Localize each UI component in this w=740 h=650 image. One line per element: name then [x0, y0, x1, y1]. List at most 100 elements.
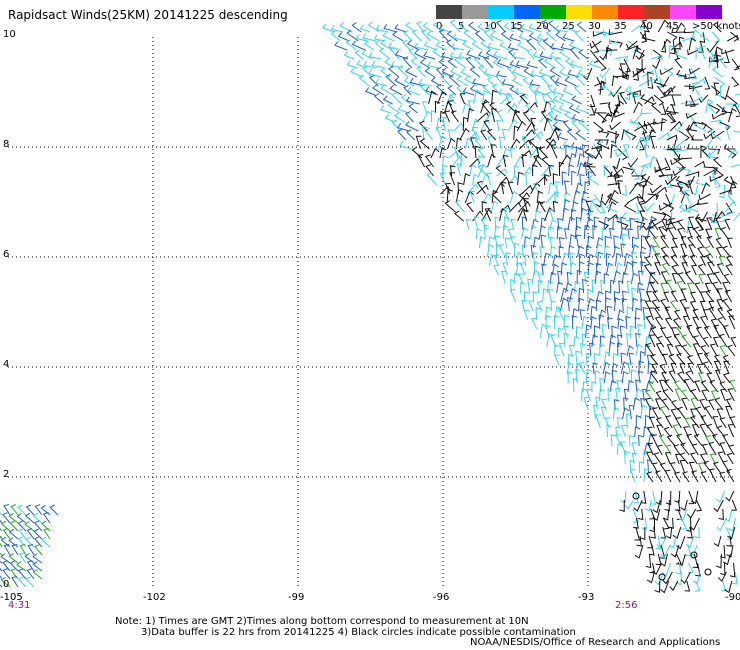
wind-barb: [438, 29, 449, 42]
wind-barb: [703, 352, 713, 366]
wind-barb: [710, 318, 718, 330]
wind-barb: [731, 76, 740, 88]
wind-barb: [403, 77, 415, 87]
wind-barb: [525, 101, 538, 114]
wind-barb: [649, 271, 659, 285]
wind-barb: [658, 434, 667, 447]
wind-barb: [540, 217, 547, 231]
wind-barb: [644, 96, 655, 105]
wind-barb: [448, 150, 460, 159]
wind-barb: [17, 504, 27, 516]
wind-barb: [680, 207, 691, 214]
wind-barb: [563, 332, 569, 348]
wind-barb: [572, 378, 579, 393]
wind-barb: [438, 58, 449, 69]
wind-barb: [481, 101, 490, 114]
wind-barb: [658, 226, 666, 240]
wind-barb: [654, 306, 664, 321]
wind-barb: [661, 262, 670, 276]
wind-barb: [536, 39, 546, 51]
wind-barb: [464, 137, 473, 150]
wind-barb: [630, 112, 643, 125]
wind-barb: [649, 184, 662, 194]
wind-barb: [655, 342, 664, 357]
wind-barb: [707, 103, 721, 114]
wind-barb: [709, 453, 716, 465]
wind-barb: [671, 273, 678, 285]
wind-barb: [650, 135, 656, 150]
wind-barb: [454, 199, 465, 213]
wind-barb: [693, 433, 703, 447]
wind-barb: [518, 273, 525, 285]
wind-barb: [557, 327, 564, 339]
wind-barb: [614, 74, 630, 81]
wind-barb: [0, 512, 3, 516]
wind-barb: [602, 361, 611, 375]
wind-barb: [469, 190, 476, 204]
wind-barb: [563, 192, 571, 204]
wind-barb: [722, 372, 731, 384]
wind-barb: [612, 270, 621, 285]
wind-barb: [19, 543, 27, 556]
wind-barb: [439, 172, 447, 186]
wind-barb: [26, 528, 35, 540]
wind-barb: [715, 217, 722, 231]
wind-barb: [647, 323, 657, 339]
wind-barb: [664, 157, 671, 171]
wind-barb: [613, 297, 621, 312]
wind-barb: [409, 77, 424, 87]
wind-barb: [600, 280, 606, 294]
wind-barb: [610, 130, 617, 144]
wind-barb: [557, 217, 563, 231]
wind-barb: [639, 139, 645, 151]
wind-barb: [633, 101, 643, 114]
wind-barb: [10, 568, 19, 580]
wind-barb: [640, 108, 652, 115]
wind-barb: [589, 40, 602, 49]
wind-barb: [665, 219, 680, 226]
wind-barb: [547, 119, 554, 132]
wind-barb: [422, 22, 434, 33]
wind-barb: [472, 173, 480, 186]
wind-barb: [564, 180, 570, 195]
wind-barb: [672, 317, 682, 330]
wind-barb: [504, 216, 510, 231]
wind-barb: [509, 236, 516, 249]
wind-barb: [644, 255, 652, 267]
wind-barb: [480, 129, 488, 141]
wind-barb: [509, 138, 521, 150]
wind-barb: [705, 435, 712, 447]
wind-barb: [507, 118, 518, 132]
wind-barb: [496, 58, 511, 69]
wind-barb: [351, 22, 362, 33]
wind-barb: [639, 31, 648, 43]
wind-barb: [655, 157, 662, 171]
wind-barb: [614, 111, 625, 118]
wind-barb: [670, 399, 679, 411]
wind-barb: [716, 425, 725, 438]
wind-barb: [644, 499, 652, 512]
contamination-circle: [690, 551, 698, 559]
wind-barb: [513, 165, 520, 177]
wind-barb: [430, 147, 440, 159]
wind-barb: [677, 272, 686, 285]
wind-barb: [687, 49, 699, 56]
wind-barb: [660, 544, 671, 559]
wind-barb: [662, 86, 674, 96]
wind-barb: [569, 46, 580, 60]
wind-barb: [655, 553, 662, 566]
wind-barb: [598, 220, 610, 230]
wind-barb: [526, 48, 535, 60]
wind-barb: [661, 38, 672, 51]
wind-barb: [708, 54, 717, 69]
wind-barb: [709, 343, 718, 357]
wind-barb: [514, 110, 522, 123]
wind-barb: [688, 244, 695, 258]
wind-barb: [501, 270, 507, 285]
wind-barb: [568, 164, 575, 177]
wind-barb: [697, 372, 704, 384]
wind-barb: [727, 193, 736, 204]
wind-barb: [502, 154, 509, 168]
wind-barb: [699, 315, 709, 330]
wind-barb: [454, 56, 467, 69]
